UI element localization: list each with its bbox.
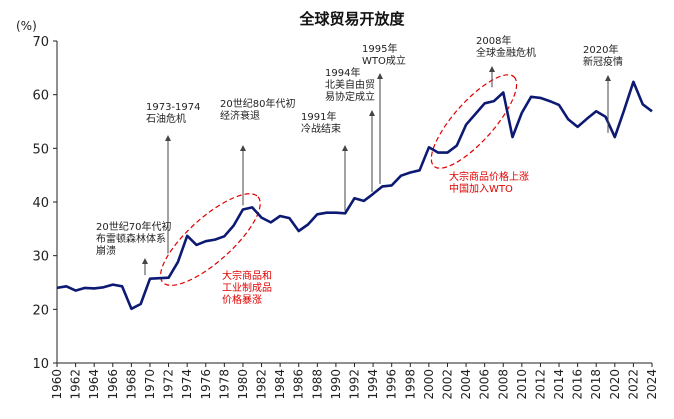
x-tick-label: 1996: [385, 369, 399, 400]
annotation-text: 1973-1974: [146, 102, 201, 113]
annotation-arrowhead: [165, 135, 171, 141]
annotation-arrowhead: [240, 145, 246, 151]
plot-area: [56, 80, 653, 311]
x-tick-label: 1968: [124, 369, 138, 400]
annotation-text: 中国加入WTO: [449, 182, 513, 195]
y-tick-label: 30: [32, 250, 49, 265]
x-tick-label: 1962: [69, 369, 83, 400]
series-line: [56, 80, 653, 311]
chart-title: 全球贸易开放度: [298, 10, 405, 28]
x-tick-label: 1974: [180, 369, 194, 400]
annotation-arrowhead: [342, 145, 348, 151]
x-tick-label: 1982: [255, 369, 269, 400]
x-tick-label: 1966: [106, 369, 120, 400]
annotation-text: 易协定成立: [325, 90, 375, 103]
x-tick-label: 2016: [571, 369, 585, 400]
x-tick-label: 2010: [515, 369, 529, 400]
x-tick-label: 2008: [496, 369, 510, 400]
y-axis: 10 20 30 40 50 60 70: [32, 35, 58, 372]
x-tick-label: 1986: [292, 369, 306, 400]
annotation-text: 2008年: [476, 34, 511, 47]
annotation-text: 大宗商品价格上涨: [449, 170, 529, 183]
x-tick-label: 2002: [440, 369, 454, 400]
annotation-text: 20世纪70年代初: [96, 220, 171, 233]
annotation-text: 冷战结束: [301, 122, 341, 135]
x-tick-label: 1964: [87, 369, 101, 400]
annotation-text: 经济衰退: [220, 109, 260, 122]
x-tick-label: 1992: [348, 369, 362, 400]
annotation-text: WTO成立: [362, 54, 406, 67]
x-tick-label: 1988: [310, 369, 324, 400]
annotation-text: 1995年: [362, 42, 397, 55]
x-tick-label: 1970: [143, 369, 157, 400]
x-tick-label: 2014: [552, 369, 566, 400]
annotation-text: 2020年: [583, 43, 618, 56]
annotation-arrowhead: [377, 73, 383, 79]
annotation-text: 1991年: [301, 110, 336, 123]
y-tick-label: 10: [32, 357, 49, 372]
highlight-ellipse-1970s: [159, 193, 261, 286]
x-tick-label: 2022: [626, 369, 640, 400]
x-tick-label: 2018: [589, 369, 603, 400]
annotation-text: 北美自由贸: [325, 78, 375, 91]
y-tick-label: 40: [32, 196, 49, 211]
annotation-arrowhead: [142, 258, 148, 264]
x-tick-label: 2024: [645, 369, 659, 400]
x-tick-label: 2000: [422, 369, 436, 400]
annotation-arrowhead: [369, 110, 375, 116]
annotation-text: 全球金融危机: [476, 46, 536, 59]
x-tick-label: 1960: [50, 369, 64, 400]
annotation-arrowhead: [605, 75, 611, 81]
annotation-text: 1994年: [325, 66, 360, 79]
annotation-text: 石油危机: [146, 112, 186, 125]
annotation-text: 工业制成品: [222, 281, 272, 294]
x-axis: 1960 1962 1964 1966 1968 1970 1972 1974 1976 1978…: [50, 362, 659, 400]
x-tick-label: 1990: [329, 369, 343, 400]
x-tick-label: 2006: [478, 369, 492, 400]
x-tick-label: 1976: [199, 369, 213, 400]
x-tick-label: 1998: [403, 369, 417, 400]
y-tick-label: 20: [32, 303, 49, 318]
highlight-ellipses: [159, 74, 518, 286]
x-tick-label: 1984: [273, 369, 287, 400]
annotation-text: 价格暴涨: [222, 293, 262, 306]
y-tick-label: 50: [32, 142, 49, 157]
x-tick-label: 2020: [608, 369, 622, 400]
x-tick-label: 1978: [217, 369, 231, 400]
x-tick-label: 2004: [459, 369, 473, 400]
y-axis-label: (%): [16, 19, 37, 33]
annotation-text: 布雷顿森林体系: [96, 232, 166, 245]
y-tick-label: 70: [32, 35, 49, 50]
x-tick-label: 1972: [162, 369, 176, 400]
y-tick-label: 60: [32, 89, 49, 104]
highlight-ellipse-2000s: [430, 74, 518, 169]
x-tick-label: 1980: [236, 369, 250, 400]
x-tick-label: 1994: [366, 369, 380, 400]
annotation-text: 新冠疫情: [583, 55, 623, 68]
annotation-arrowhead: [489, 66, 495, 72]
annotation-text: 20世纪80年代初: [220, 97, 295, 110]
annotation-text: 大宗商品和: [222, 269, 272, 282]
x-tick-label: 2012: [533, 369, 547, 400]
annotation-text: 崩溃: [96, 244, 116, 257]
